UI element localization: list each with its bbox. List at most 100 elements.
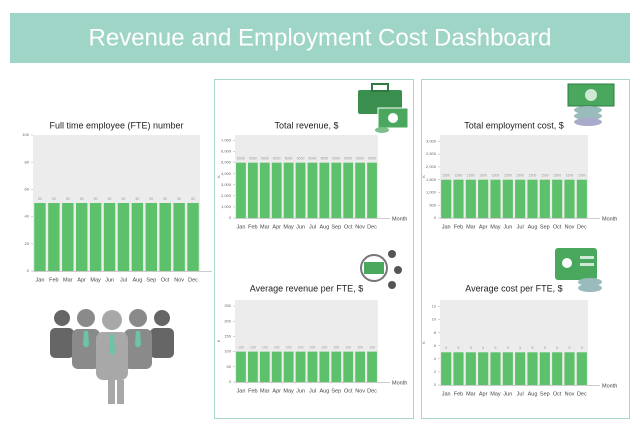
bar (319, 351, 330, 382)
x-tick-label: Feb (248, 224, 257, 230)
x-tick-label: Feb (454, 391, 463, 397)
value-label: 5000 (285, 157, 293, 161)
value-label: 50 (122, 197, 126, 201)
y-tick-label: 7,000 (221, 138, 232, 143)
bar (355, 351, 366, 382)
x-tick-label: Sep (331, 224, 341, 230)
value-label: 5 (519, 346, 521, 350)
value-label: 5 (544, 346, 546, 350)
value-label: 50 (191, 197, 195, 201)
x-tick-label: May (490, 224, 501, 230)
x-tick-label: Nov (355, 224, 365, 230)
x-tick-label: Jul (309, 388, 316, 394)
bar (295, 162, 306, 218)
x-tick-label: Sep (146, 277, 156, 283)
value-label: 5 (581, 346, 583, 350)
y-tick-label: 3,000 (426, 138, 437, 143)
bar (62, 203, 74, 271)
x-tick-label: Oct (161, 277, 170, 283)
y-tick-label: 5,000 (221, 160, 232, 165)
x-tick-label: Jan (442, 224, 451, 230)
y-tick-label: 6,000 (221, 149, 232, 154)
x-tick-label: Apr (77, 277, 86, 283)
x-tick-label: Apr (479, 391, 488, 397)
x-tick-label: May (490, 391, 501, 397)
y-axis-label: K (421, 341, 426, 344)
x-tick-label: May (283, 224, 294, 230)
x-tick-label: Jan (36, 277, 45, 283)
bar (367, 351, 377, 382)
bar (159, 203, 171, 271)
chart-title: Total revenue, $ (274, 120, 338, 130)
value-label: 5000 (356, 157, 364, 161)
y-tick-label: 500 (429, 202, 436, 207)
x-tick-label: Sep (540, 224, 550, 230)
y-tick-label: 3,000 (221, 182, 232, 187)
x-tick-label: Mar (63, 277, 73, 283)
bar (247, 162, 258, 218)
x-tick-label: Apr (479, 224, 488, 230)
x-tick-label: Jan (237, 388, 246, 394)
bar (236, 351, 246, 382)
bar (527, 179, 538, 218)
bar (173, 203, 185, 271)
bar (89, 203, 102, 271)
bar (236, 162, 246, 218)
x-tick-label: Jun (503, 224, 512, 230)
x-tick-label: Feb (248, 388, 257, 394)
x-tick-label: Feb (49, 277, 58, 283)
panel (421, 79, 630, 419)
value-label: 50 (66, 197, 70, 201)
value-label: 100 (274, 346, 280, 350)
value-label: 50 (163, 197, 167, 201)
x-axis-label: Month (602, 216, 617, 222)
y-tick-label: 20 (25, 241, 30, 246)
value-label: 50 (80, 197, 84, 201)
value-label: 1500 (553, 174, 561, 178)
y-tick-label: 250 (224, 303, 231, 308)
bar (34, 203, 46, 271)
x-tick-label: Jul (517, 391, 524, 397)
chart-title: Full time employee (FTE) number (49, 120, 183, 130)
value-label: 5 (458, 346, 460, 350)
value-label: 1500 (529, 174, 537, 178)
chart-title: Average revenue per FTE, $ (250, 283, 363, 293)
x-tick-label: Jul (517, 224, 524, 230)
y-tick-label: 4 (434, 356, 437, 361)
x-tick-label: Feb (454, 224, 463, 230)
y-tick-label: 100 (224, 349, 231, 354)
y-tick-label: 40 (25, 214, 30, 219)
value-label: 5000 (237, 157, 245, 161)
y-tick-label: 1,000 (221, 204, 232, 209)
x-tick-label: Jun (296, 224, 305, 230)
bar (441, 179, 452, 218)
x-tick-label: Dec (367, 388, 377, 394)
bar (247, 351, 258, 382)
bar (564, 179, 575, 218)
y-tick-label: 0 (27, 268, 30, 273)
bar (259, 162, 270, 218)
x-tick-label: Nov (565, 224, 575, 230)
x-axis-label: Month (392, 216, 407, 222)
bar (355, 162, 366, 218)
x-axis-label: Month (392, 380, 407, 386)
briefcase-icon (358, 83, 409, 133)
y-tick-label: 0 (434, 382, 437, 387)
value-label: 100 (310, 346, 316, 350)
chart-title: Average cost per FTE, $ (465, 283, 562, 293)
y-tick-label: 150 (224, 334, 231, 339)
value-label: 5000 (261, 157, 269, 161)
value-label: 1500 (455, 174, 463, 178)
bar (576, 352, 587, 385)
value-label: 100 (262, 346, 268, 350)
x-tick-label: Jan (237, 224, 246, 230)
bar (319, 162, 330, 218)
bar (271, 351, 282, 382)
value-label: 1500 (442, 174, 450, 178)
value-label: 1500 (479, 174, 487, 178)
x-tick-label: Aug (132, 277, 142, 283)
x-tick-label: Mar (260, 224, 270, 230)
value-label: 1500 (566, 174, 574, 178)
bar (331, 351, 342, 382)
